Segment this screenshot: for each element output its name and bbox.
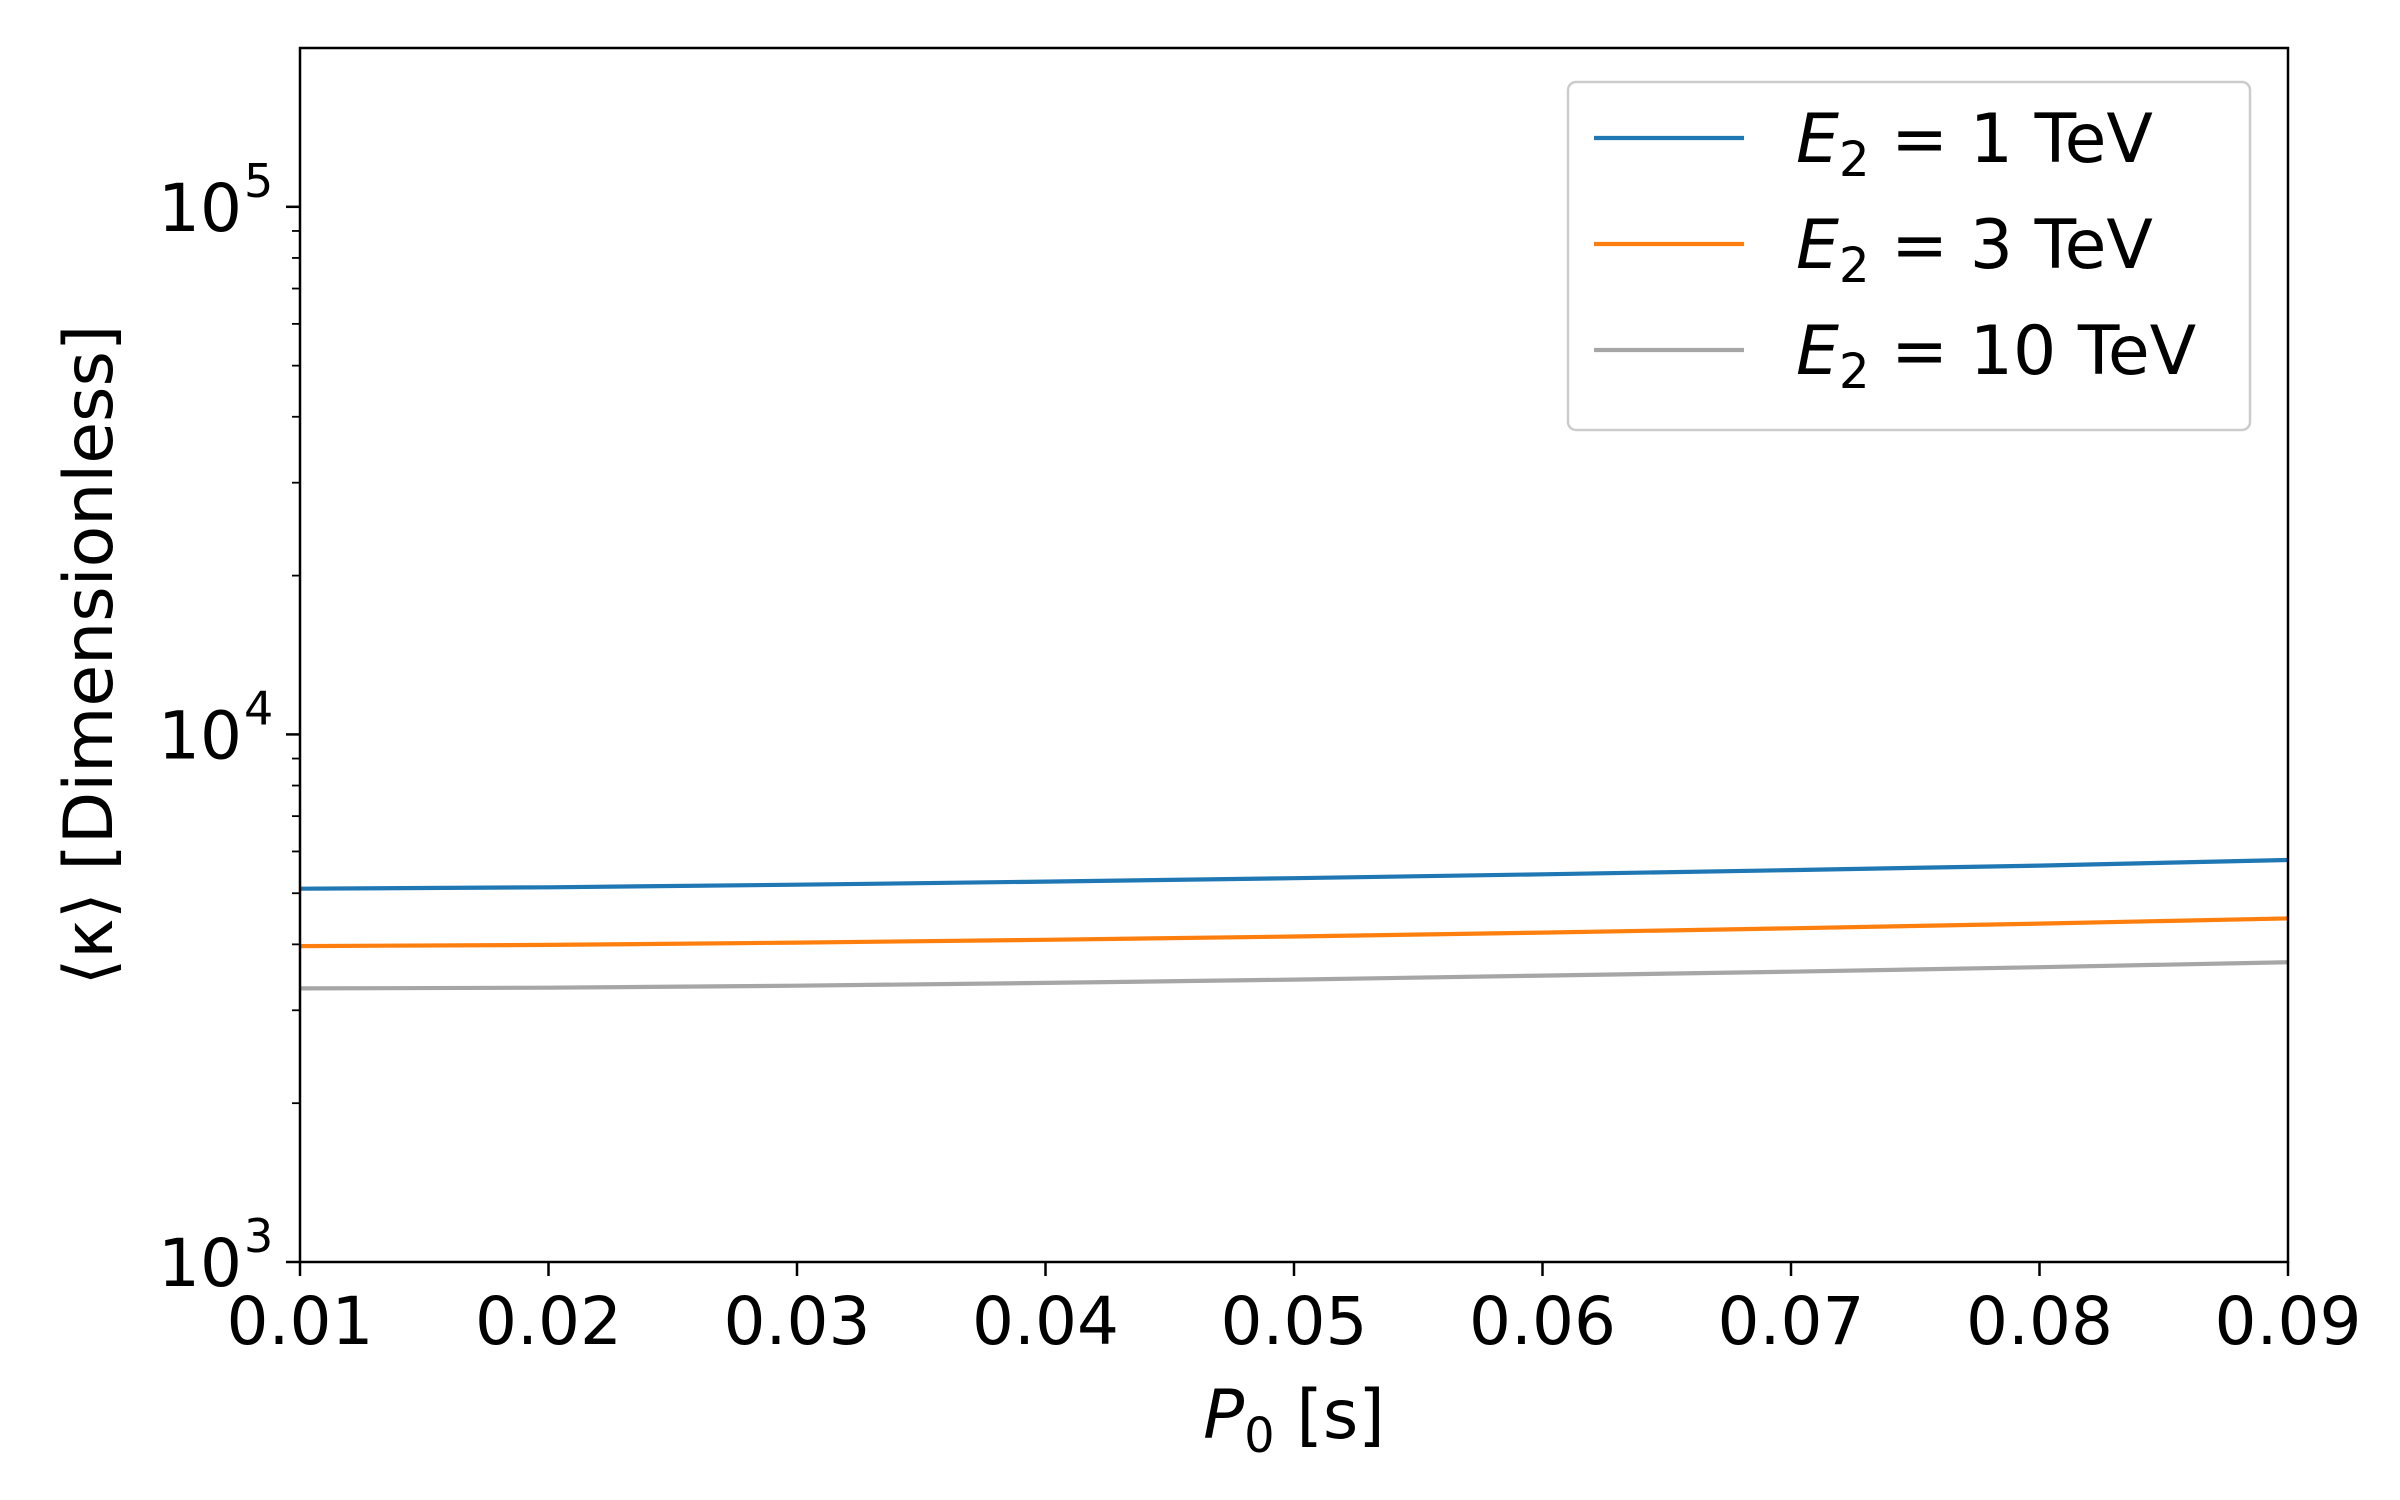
x-tick-label: 0.08	[1966, 1283, 2113, 1360]
series-line-1	[299, 857, 2289, 891]
x-tick-label: 0.03	[724, 1283, 871, 1360]
legend-box	[1566, 80, 2252, 432]
x-axis-label-subscript: 0	[1244, 1408, 1275, 1464]
plot-frame	[298, 46, 2290, 1264]
x-axis-label-unit: [s]	[1296, 1376, 1385, 1455]
x-tick-label: 0.01	[227, 1283, 374, 1360]
y-tick-exponent: 3	[244, 1209, 273, 1263]
legend-label-2: E2 = 3 TeV	[1796, 206, 2153, 294]
y-minor-ticks	[292, 230, 300, 1105]
series-line-3	[299, 960, 2289, 991]
x-tick-label: 0.07	[1718, 1283, 1865, 1360]
y-axis-label: ⟨κ⟩ [Dimensionless]	[50, 325, 129, 986]
series-line-2	[299, 916, 2289, 949]
y-tick-exponent: 5	[244, 154, 273, 208]
y-tick-exponent: 4	[244, 681, 273, 735]
legend-items: E2 = 1 TeV E2 = 3 TeV E2 = 10 TeV	[1594, 100, 2196, 400]
x-axis-label: P0 [s]	[1203, 1376, 1385, 1464]
x-tick-label: 0.04	[972, 1283, 1119, 1360]
x-axis-label-symbol: P	[1203, 1376, 1244, 1455]
x-tick-label: 0.02	[475, 1283, 622, 1360]
y-tick-label: 10	[158, 697, 242, 774]
series-lines	[299, 857, 2289, 991]
x-tick-label: 0.05	[1221, 1283, 1368, 1360]
x-ticks: 0.01 0.02 0.03 0.04 0.05 0.06 0.07 0.08 0.09	[227, 1262, 2362, 1360]
y-tick-label: 10	[158, 1225, 242, 1302]
y-tick-label: 10	[158, 170, 242, 247]
legend: E2 = 1 TeV E2 = 3 TeV E2 = 10 TeV	[1566, 80, 2252, 432]
legend-label-3: E2 = 10 TeV	[1796, 312, 2196, 400]
legend-label-1: E2 = 1 TeV	[1796, 100, 2153, 188]
x-tick-label: 0.06	[1469, 1283, 1616, 1360]
x-axis-label-gap	[1275, 1376, 1297, 1455]
x-tick-label: 0.09	[2215, 1283, 2362, 1360]
